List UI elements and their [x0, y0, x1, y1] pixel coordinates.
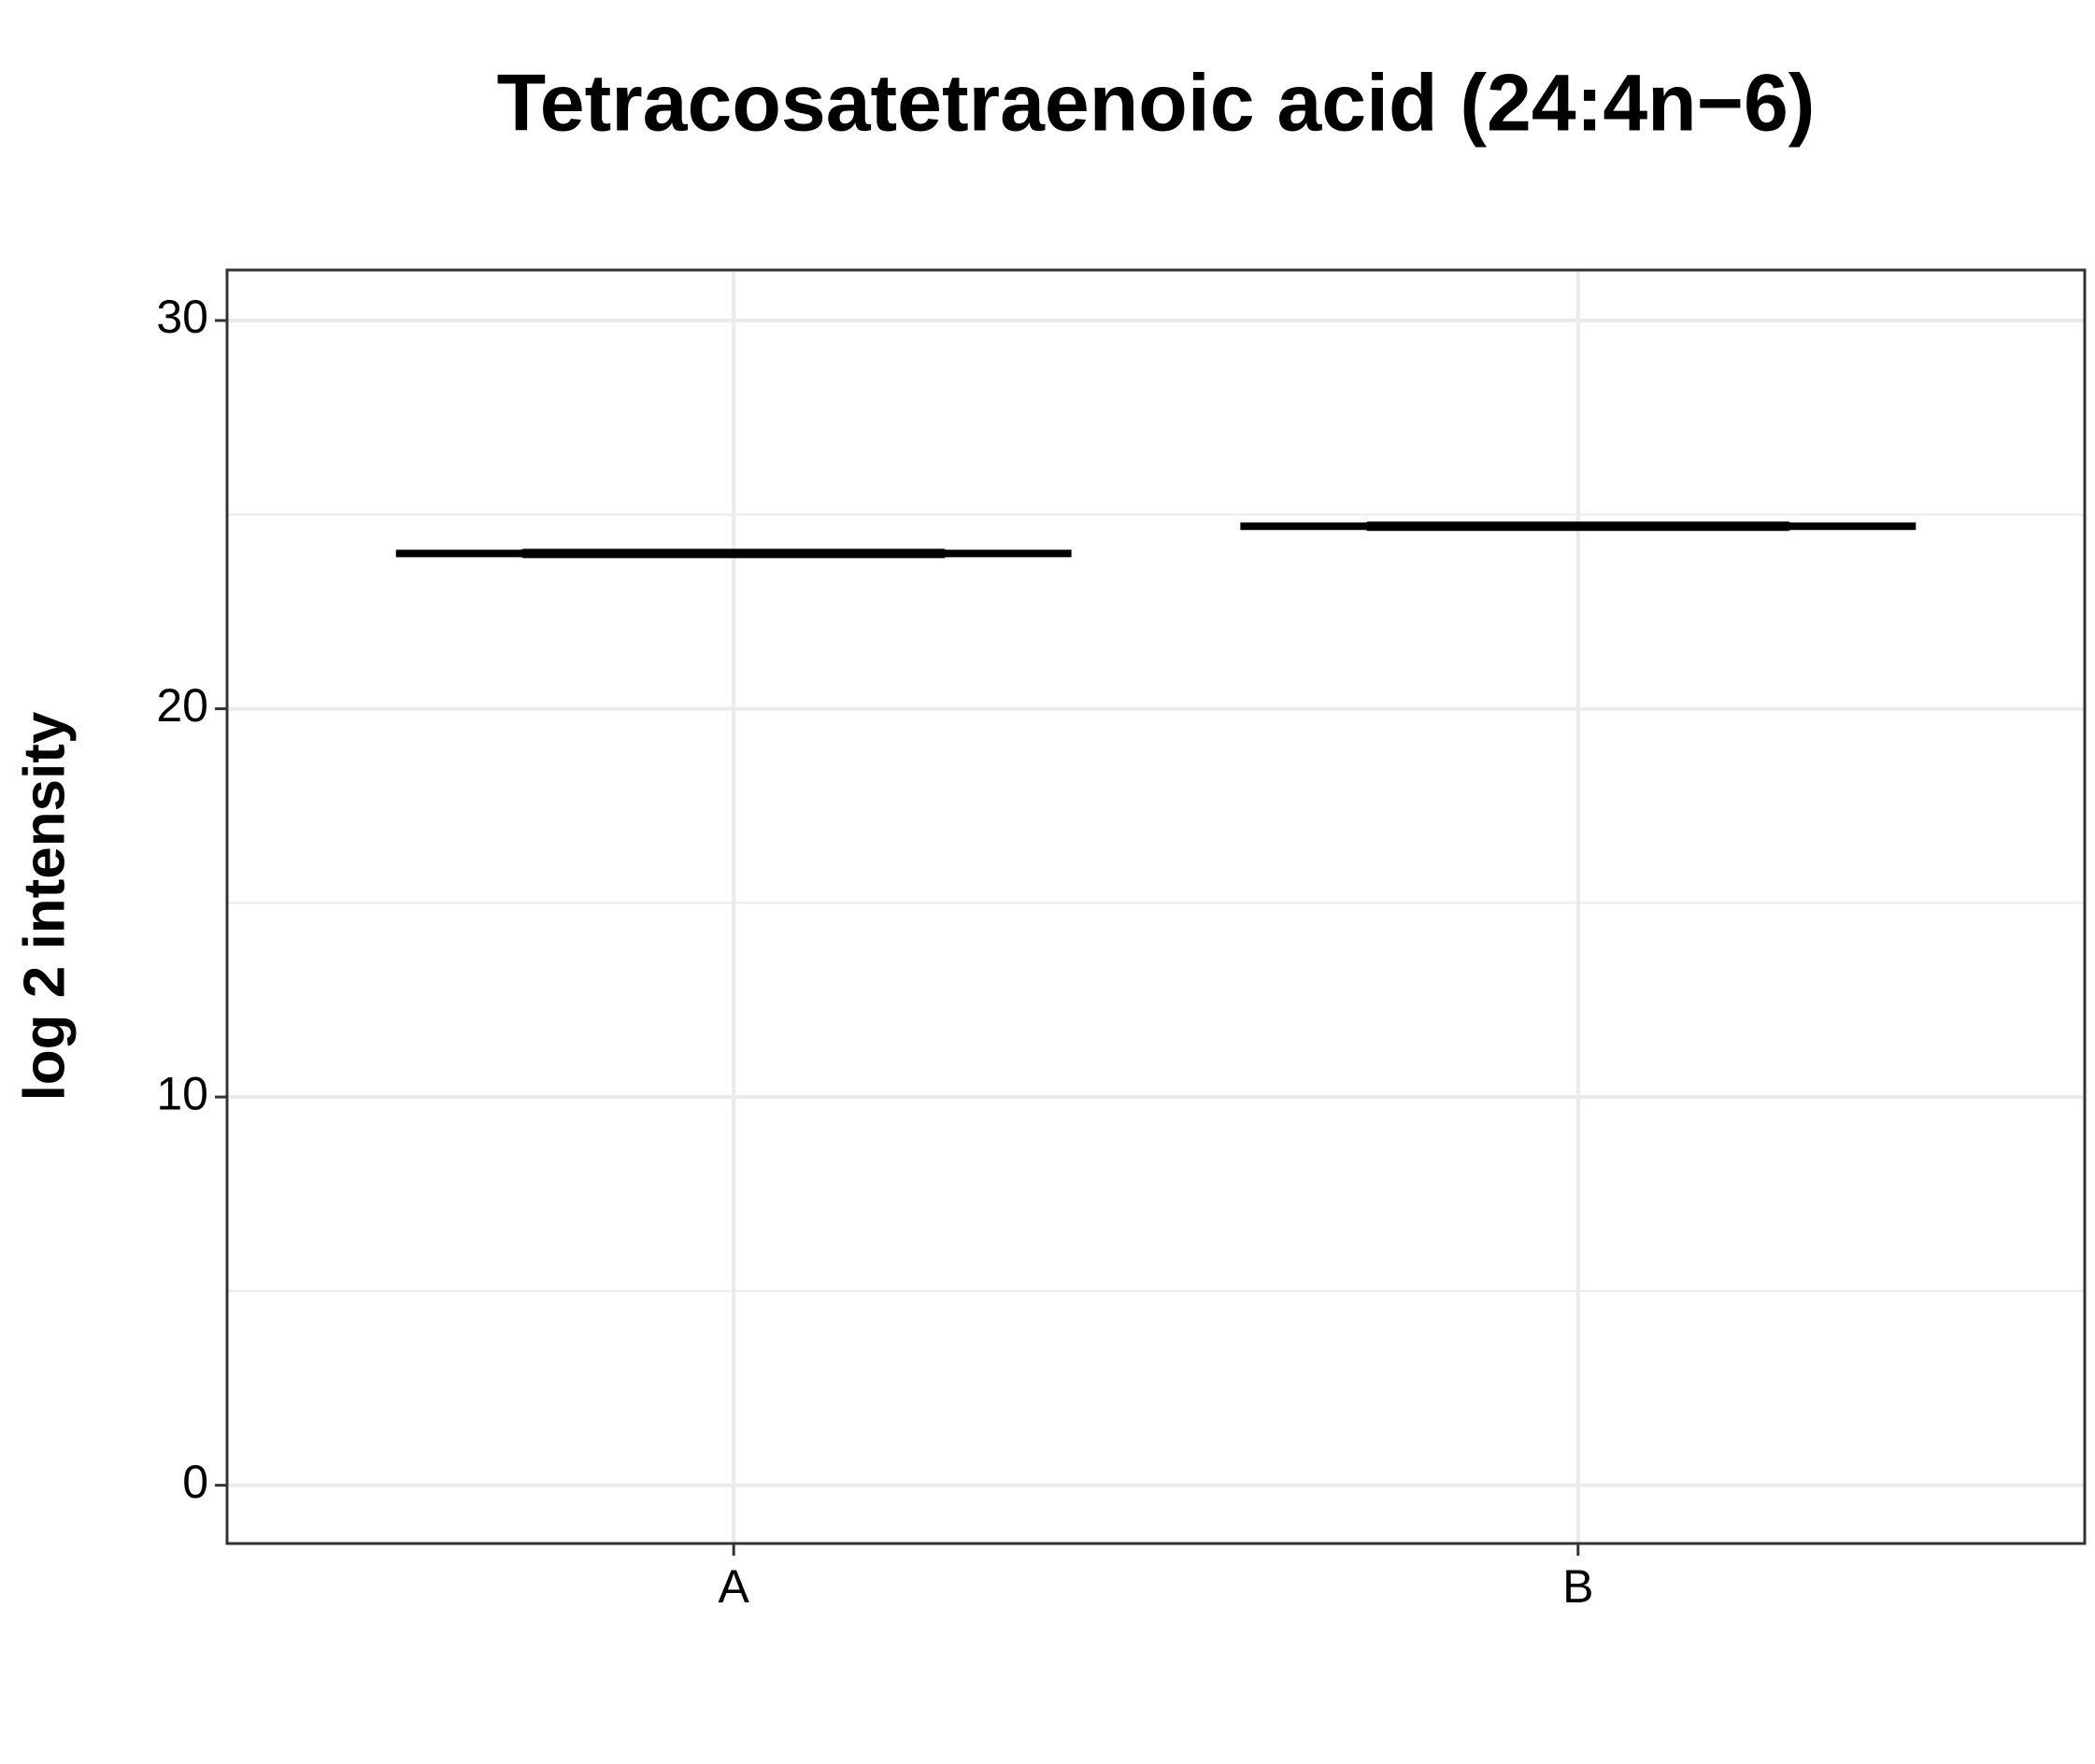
plot-border	[225, 268, 2087, 1545]
x-tick-label: B	[1562, 1560, 1593, 1613]
y-tick-label: 20	[156, 679, 208, 732]
y-tick-label: 10	[156, 1067, 208, 1119]
y-tick-label: 30	[156, 291, 208, 343]
y-axis-label: log 2 intensity	[12, 711, 77, 1101]
y-tick-label: 0	[182, 1456, 208, 1508]
chart-title: Tetracosatetraenoic acid (24:4n−6)	[497, 59, 1816, 149]
x-tick-label: A	[719, 1560, 750, 1613]
